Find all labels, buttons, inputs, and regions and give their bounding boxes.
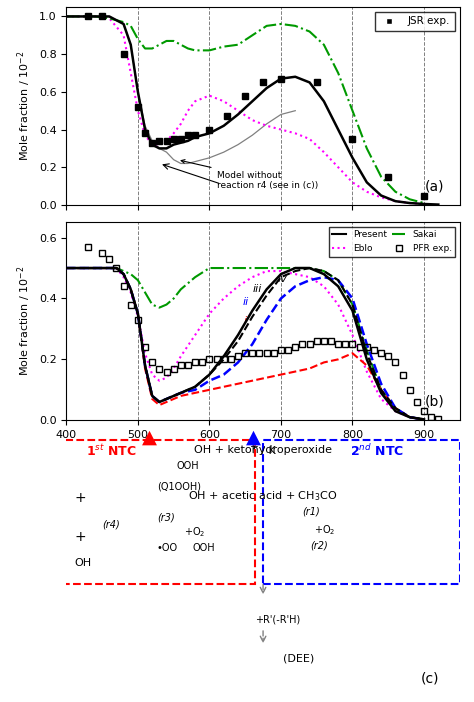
Text: (b): (b)	[424, 395, 444, 409]
Y-axis label: Mole fraction / 10$^{-2}$: Mole fraction / 10$^{-2}$	[16, 266, 33, 376]
Text: ▲: ▲	[246, 428, 261, 446]
Legend: Present, Eblo, Sakai, PFR exp.: Present, Eblo, Sakai, PFR exp.	[329, 227, 455, 257]
Text: iii: iii	[252, 284, 262, 294]
Y-axis label: Mole fraction / 10$^{-2}$: Mole fraction / 10$^{-2}$	[16, 51, 33, 161]
Text: (r3): (r3)	[157, 512, 174, 522]
Text: ▲: ▲	[142, 428, 157, 446]
Text: (r2): (r2)	[310, 541, 328, 550]
Text: 2$^{nd}$ NTC: 2$^{nd}$ NTC	[350, 443, 403, 458]
Text: OH + acetic acid + CH$_3$CO: OH + acetic acid + CH$_3$CO	[189, 489, 337, 503]
Text: OH: OH	[74, 558, 91, 569]
Text: 1$^{st}$ NTC: 1$^{st}$ NTC	[86, 443, 137, 458]
Legend: JSR exp.: JSR exp.	[374, 12, 455, 31]
Text: OOH: OOH	[176, 461, 199, 470]
Text: iv: iv	[277, 274, 287, 284]
Text: +R'(-R'H): +R'(-R'H)	[255, 615, 301, 625]
Text: ii: ii	[243, 296, 249, 307]
Text: +: +	[74, 529, 86, 543]
Text: OOH: OOH	[192, 543, 215, 553]
Text: (a): (a)	[425, 179, 444, 193]
Text: (c): (c)	[420, 671, 439, 685]
Text: (DEE): (DEE)	[283, 654, 314, 663]
Text: (Q1OOH): (Q1OOH)	[157, 481, 201, 491]
Text: •OO: •OO	[157, 543, 178, 553]
Text: +O$_2$: +O$_2$	[184, 526, 206, 539]
X-axis label: T / K: T / K	[251, 446, 275, 456]
Text: i: i	[244, 317, 247, 326]
Text: +O$_2$: +O$_2$	[314, 523, 336, 537]
Text: Model without
reaction r4 (see in (c)): Model without reaction r4 (see in (c))	[181, 159, 318, 190]
Text: +: +	[74, 491, 86, 505]
Text: OH + ketohydroperoxide: OH + ketohydroperoxide	[194, 445, 332, 456]
Text: (r1): (r1)	[302, 507, 320, 517]
Text: (r4): (r4)	[102, 519, 119, 530]
